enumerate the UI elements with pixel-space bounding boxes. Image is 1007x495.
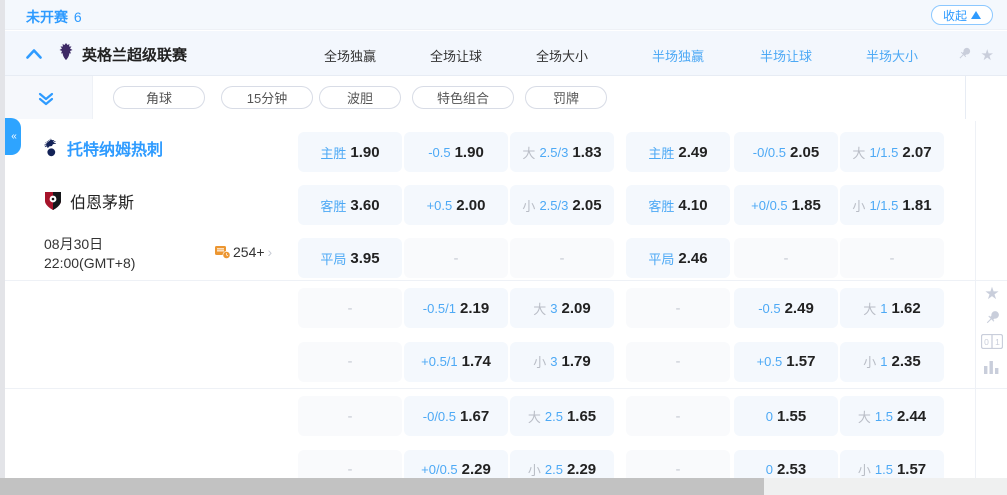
svg-text:1: 1 [995, 337, 1000, 347]
svg-text:0: 0 [984, 337, 989, 347]
